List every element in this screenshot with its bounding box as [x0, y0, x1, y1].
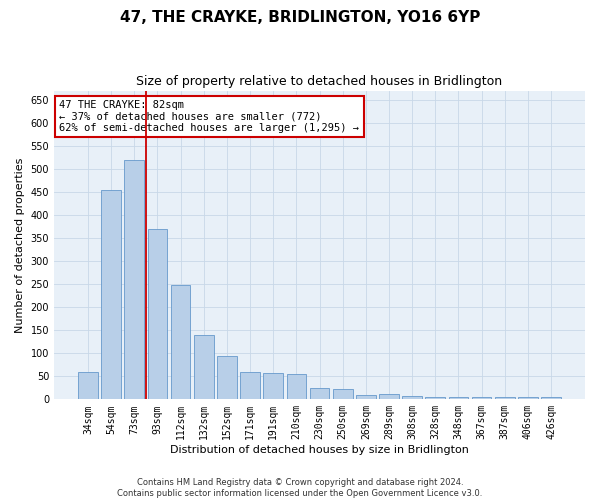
Bar	[379, 394, 399, 400]
Bar	[541, 398, 561, 400]
Bar	[495, 397, 515, 400]
Bar	[518, 397, 538, 400]
X-axis label: Distribution of detached houses by size in Bridlington: Distribution of detached houses by size …	[170, 445, 469, 455]
Bar	[101, 190, 121, 400]
Y-axis label: Number of detached properties: Number of detached properties	[15, 158, 25, 332]
Bar	[449, 396, 468, 400]
Bar	[78, 372, 98, 400]
Bar	[356, 394, 376, 400]
Bar	[333, 389, 353, 400]
Bar	[124, 160, 144, 400]
Bar	[263, 372, 283, 400]
Title: Size of property relative to detached houses in Bridlington: Size of property relative to detached ho…	[136, 75, 503, 88]
Text: Contains HM Land Registry data © Crown copyright and database right 2024.
Contai: Contains HM Land Registry data © Crown c…	[118, 478, 482, 498]
Bar	[310, 388, 329, 400]
Bar	[240, 372, 260, 400]
Bar	[472, 397, 491, 400]
Text: 47 THE CRAYKE: 82sqm
← 37% of detached houses are smaller (772)
62% of semi-deta: 47 THE CRAYKE: 82sqm ← 37% of detached h…	[59, 100, 359, 133]
Text: 47, THE CRAYKE, BRIDLINGTON, YO16 6YP: 47, THE CRAYKE, BRIDLINGTON, YO16 6YP	[120, 10, 480, 25]
Bar	[425, 397, 445, 400]
Bar	[194, 335, 214, 400]
Bar	[148, 229, 167, 400]
Bar	[217, 356, 237, 400]
Bar	[287, 374, 306, 400]
Bar	[402, 396, 422, 400]
Bar	[171, 285, 190, 400]
